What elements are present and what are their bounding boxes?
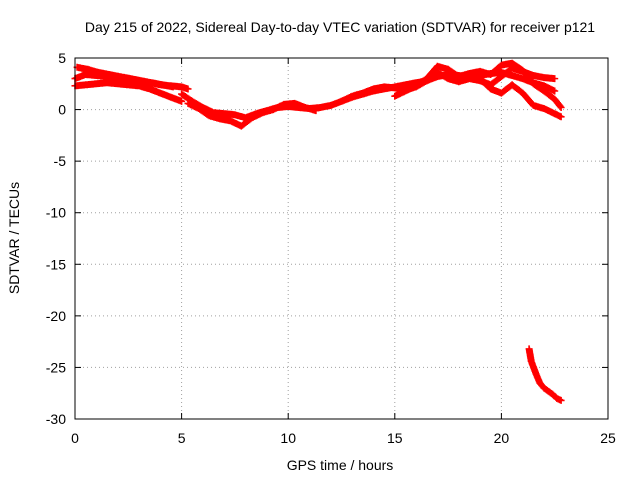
series-arc-8 bbox=[391, 59, 565, 112]
x-tick-label: 20 bbox=[494, 430, 510, 446]
y-axis-label: SDTVAR / TECUs bbox=[6, 182, 22, 294]
x-tick-label: 0 bbox=[71, 430, 79, 446]
series-arc-5 bbox=[184, 99, 320, 130]
plot-frame bbox=[74, 57, 609, 420]
x-tick-label: 10 bbox=[280, 430, 296, 446]
series-markers bbox=[525, 345, 565, 404]
chart-title: Day 215 of 2022, Sidereal Day-to-day VTE… bbox=[85, 19, 595, 35]
series-markers bbox=[476, 75, 565, 121]
y-tick-label: -25 bbox=[46, 359, 66, 375]
y-tick-label: 0 bbox=[58, 102, 66, 118]
series-markers bbox=[184, 99, 320, 130]
x-axis-label: GPS time / hours bbox=[287, 457, 394, 473]
series-markers bbox=[391, 59, 565, 112]
series-arc-10 bbox=[525, 345, 565, 404]
y-tick-label: -10 bbox=[46, 205, 66, 221]
series-arc-3 bbox=[73, 63, 177, 91]
x-tick-label: 5 bbox=[178, 430, 186, 446]
y-tick-label: -20 bbox=[46, 308, 66, 324]
tick-labels: 0 5 10 15 20 25 -30 -25 -20 -15 -10 -5 0 5 bbox=[46, 50, 616, 446]
series-markers bbox=[73, 63, 177, 91]
axis-ticks bbox=[74, 57, 609, 420]
grid-lines bbox=[75, 58, 608, 419]
y-tick-label: -30 bbox=[46, 411, 66, 427]
series-arc-9 bbox=[476, 75, 565, 121]
x-tick-label: 25 bbox=[600, 430, 616, 446]
x-tick-label: 15 bbox=[387, 430, 403, 446]
y-tick-label: -5 bbox=[54, 153, 67, 169]
y-tick-label: 5 bbox=[58, 50, 66, 66]
data-points bbox=[71, 59, 565, 404]
y-tick-label: -15 bbox=[46, 256, 66, 272]
